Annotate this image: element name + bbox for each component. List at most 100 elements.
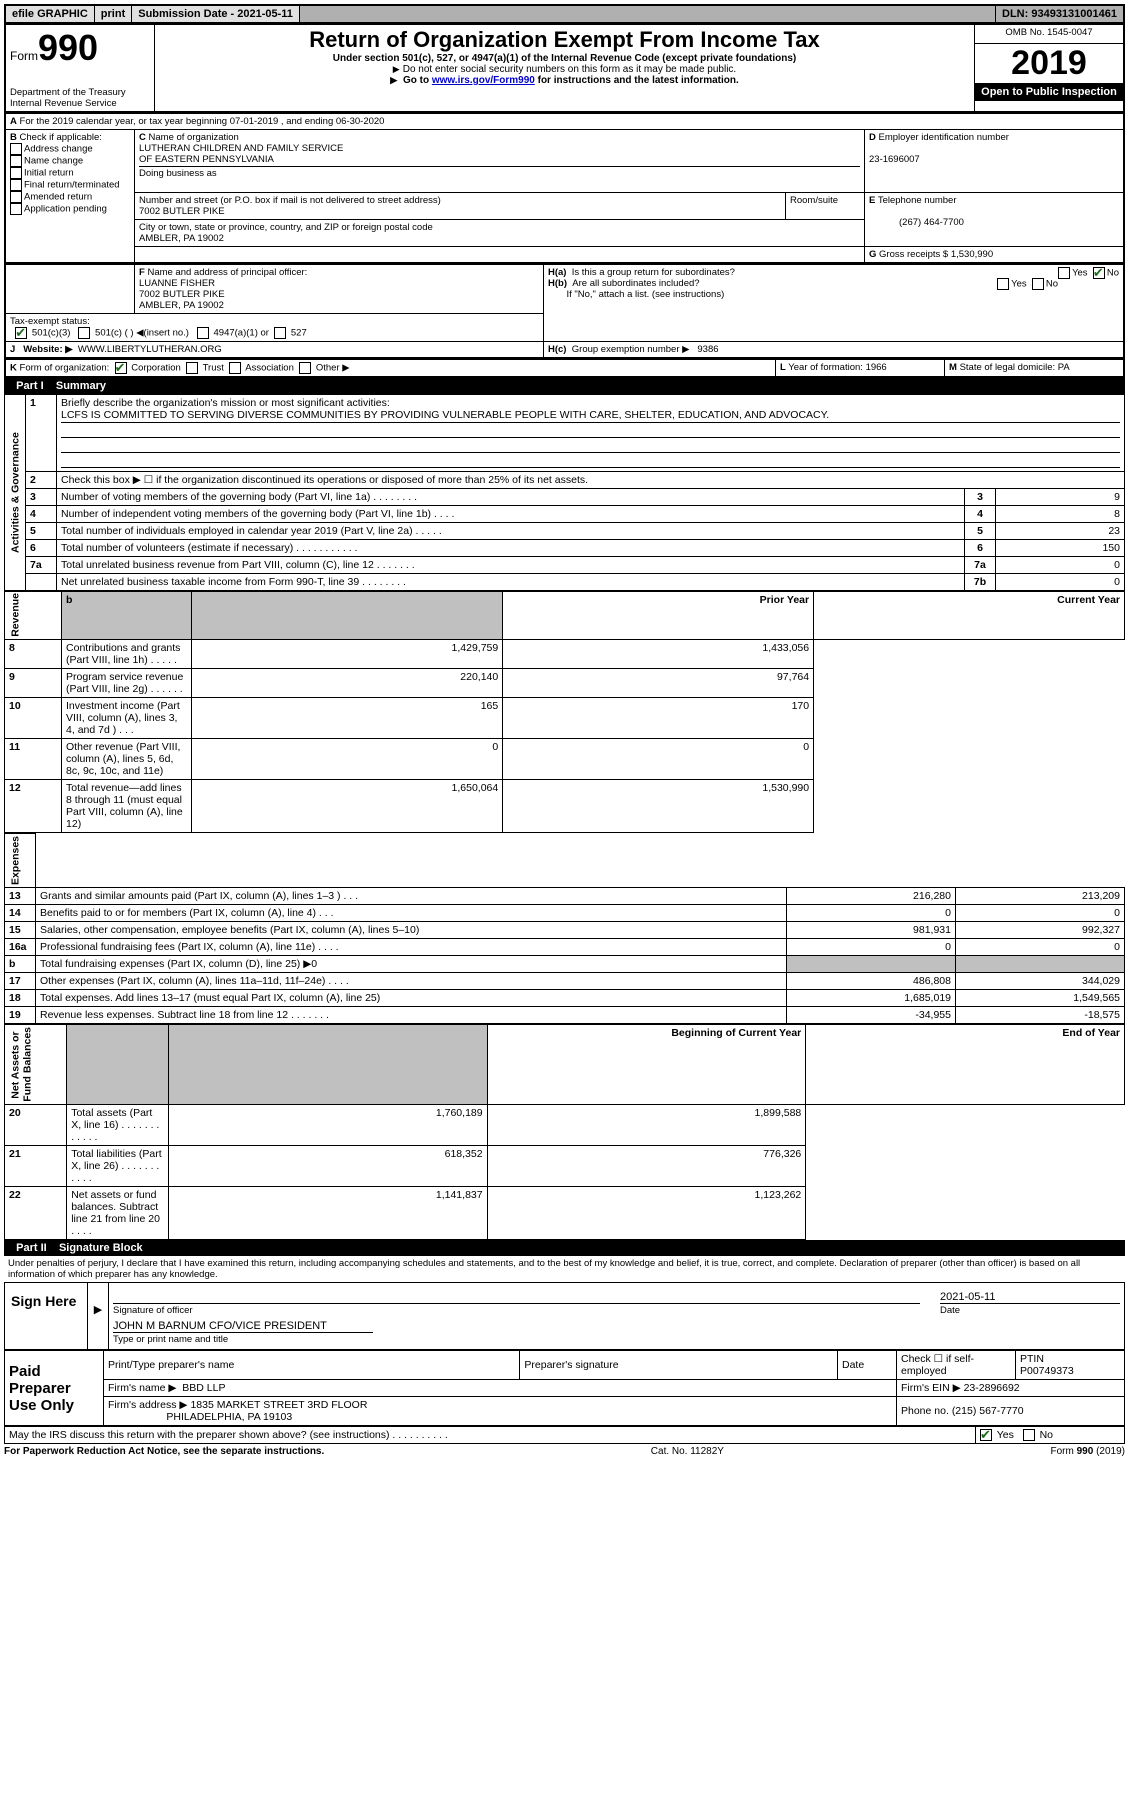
chk-discuss-yes[interactable]: [980, 1429, 992, 1441]
prior-year-value: 216,280: [787, 888, 956, 905]
irs-link[interactable]: www.irs.gov/Form990: [432, 75, 535, 86]
line-no: 17: [5, 973, 36, 990]
opt-address-change: Address change: [24, 144, 93, 155]
phone-label: Telephone number: [878, 195, 957, 206]
line-no: 12: [5, 780, 62, 833]
line-value: 23: [996, 523, 1125, 540]
chk-corp[interactable]: [115, 362, 127, 374]
side-exp: Expenses: [5, 834, 36, 888]
line-no: 16a: [5, 939, 36, 956]
officer-signature-line[interactable]: [113, 1291, 920, 1304]
line-value: 0: [996, 557, 1125, 574]
line-no: 14: [5, 905, 36, 922]
line-no: 8: [5, 640, 62, 669]
line-no: [26, 574, 57, 591]
money-row: 8Contributions and grants (Part VIII, li…: [5, 640, 1125, 669]
ha-label: Is this a group return for subordinates?: [572, 267, 735, 278]
chk-4947[interactable]: [197, 327, 209, 339]
org-name: LUTHERAN CHILDREN AND FAMILY SERVICE OF …: [139, 143, 343, 165]
officer-name: LUANNE FISHER: [139, 278, 215, 289]
chk-amended[interactable]: [10, 191, 22, 203]
line-box: 6: [965, 540, 996, 557]
chk-501c3[interactable]: [15, 327, 27, 339]
cat-no: Cat. No. 11282Y: [651, 1446, 724, 1457]
current-year-value: 0: [956, 905, 1125, 922]
goto-post: for instructions and the latest informat…: [535, 75, 739, 86]
opt-final: Final return/terminated: [24, 180, 120, 191]
arrow-icon: [390, 75, 400, 86]
line-box: 4: [965, 506, 996, 523]
line-text: Program service revenue (Part VIII, line…: [62, 669, 192, 698]
money-row: 12Total revenue—add lines 8 through 11 (…: [5, 780, 1125, 833]
addr-label: Number and street (or P.O. box if mail i…: [139, 195, 441, 206]
chk-ha-yes[interactable]: [1058, 267, 1070, 279]
chk-hb-no[interactable]: [1032, 278, 1044, 290]
current-year-value: 0: [956, 939, 1125, 956]
chk-initial[interactable]: [10, 167, 22, 179]
firm-phone-label: Phone no.: [901, 1405, 949, 1417]
line-no: 9: [5, 669, 62, 698]
prior-year-value: 981,931: [787, 922, 956, 939]
opt-501c: 501(c) ( ): [95, 328, 134, 339]
omb-number: OMB No. 1545-0047: [975, 25, 1125, 44]
entity-block: A For the 2019 calendar year, or tax yea…: [4, 113, 1125, 264]
chk-527[interactable]: [274, 327, 286, 339]
opt-name-change: Name change: [24, 156, 83, 167]
submission-date[interactable]: Submission Date - 2021-05-11: [132, 6, 300, 22]
chk-501c[interactable]: [78, 327, 90, 339]
opt-initial: Initial return: [24, 168, 74, 179]
opt-corp: Corporation: [131, 363, 181, 374]
chk-pending[interactable]: [10, 203, 22, 215]
klm-row: K Form of organization: Corporation Trus…: [4, 359, 1125, 378]
line-text: Total fundraising expenses (Part IX, col…: [36, 956, 787, 973]
chk-name-change[interactable]: [10, 155, 22, 167]
l2-text: Check this box ▶ ☐ if the organization d…: [57, 472, 1125, 489]
money-row: 19Revenue less expenses. Subtract line 1…: [5, 1007, 1125, 1024]
opt-amended: Amended return: [24, 192, 92, 203]
prior-year-value: 1,760,189: [168, 1105, 487, 1146]
line-text: Professional fundraising fees (Part IX, …: [36, 939, 787, 956]
chk-trust[interactable]: [186, 362, 198, 374]
header-sub1: Under section 501(c), 527, or 4947(a)(1)…: [159, 53, 970, 64]
prior-year-value: 0: [787, 905, 956, 922]
dln-label: DLN: 93493131001461: [996, 6, 1123, 22]
hb-yes: Yes: [1011, 279, 1027, 290]
hb-label: Are all subordinates included?: [572, 278, 699, 289]
prior-year-value: 0: [192, 739, 503, 780]
chk-address-change[interactable]: [10, 143, 22, 155]
opt-4947: 4947(a)(1) or: [214, 328, 269, 339]
ptin-label: PTIN: [1020, 1353, 1044, 1365]
line-no: 4: [26, 506, 57, 523]
type-name-label: Type or print name and title: [113, 1334, 1120, 1345]
formorg-label: Form of organization:: [20, 363, 110, 374]
print-button[interactable]: print: [95, 6, 132, 22]
gov-row: 5Total number of individuals employed in…: [5, 523, 1125, 540]
opt-insertno: (insert no.): [144, 328, 189, 339]
chk-ha-no[interactable]: [1093, 267, 1105, 279]
money-row: 20Total assets (Part X, line 16) . . . .…: [5, 1105, 1125, 1146]
current-year-value: 1,549,565: [956, 990, 1125, 1007]
line-box: 7a: [965, 557, 996, 574]
current-year-value: -18,575: [956, 1007, 1125, 1024]
line-text: Revenue less expenses. Subtract line 18 …: [36, 1007, 787, 1024]
prior-year-value: 618,352: [168, 1146, 487, 1187]
chk-assoc[interactable]: [229, 362, 241, 374]
part2-title: Signature Block: [59, 1242, 143, 1254]
efile-label[interactable]: efile GRAPHIC: [6, 6, 95, 22]
name-label: Name of organization: [149, 132, 239, 143]
officer-name-title: JOHN M BARNUM CFO/VICE PRESIDENT: [113, 1320, 373, 1333]
form-number: 990: [38, 27, 98, 68]
ein-label: Employer identification number: [879, 132, 1009, 143]
line-no: 11: [5, 739, 62, 780]
self-employed-check[interactable]: Check ☐ if self-employed: [897, 1351, 1016, 1380]
current-year-value: [956, 956, 1125, 973]
chk-other[interactable]: [299, 362, 311, 374]
chk-hb-yes[interactable]: [997, 278, 1009, 290]
gov-row: 4Number of independent voting members of…: [5, 506, 1125, 523]
chk-final[interactable]: [10, 179, 22, 191]
line-no: 21: [5, 1146, 67, 1187]
chk-discuss-no[interactable]: [1023, 1429, 1035, 1441]
officer-addr2: AMBLER, PA 19002: [139, 300, 224, 311]
prior-year-value: 1,650,064: [192, 780, 503, 833]
header-sub2: Do not enter social security numbers on …: [159, 64, 970, 75]
